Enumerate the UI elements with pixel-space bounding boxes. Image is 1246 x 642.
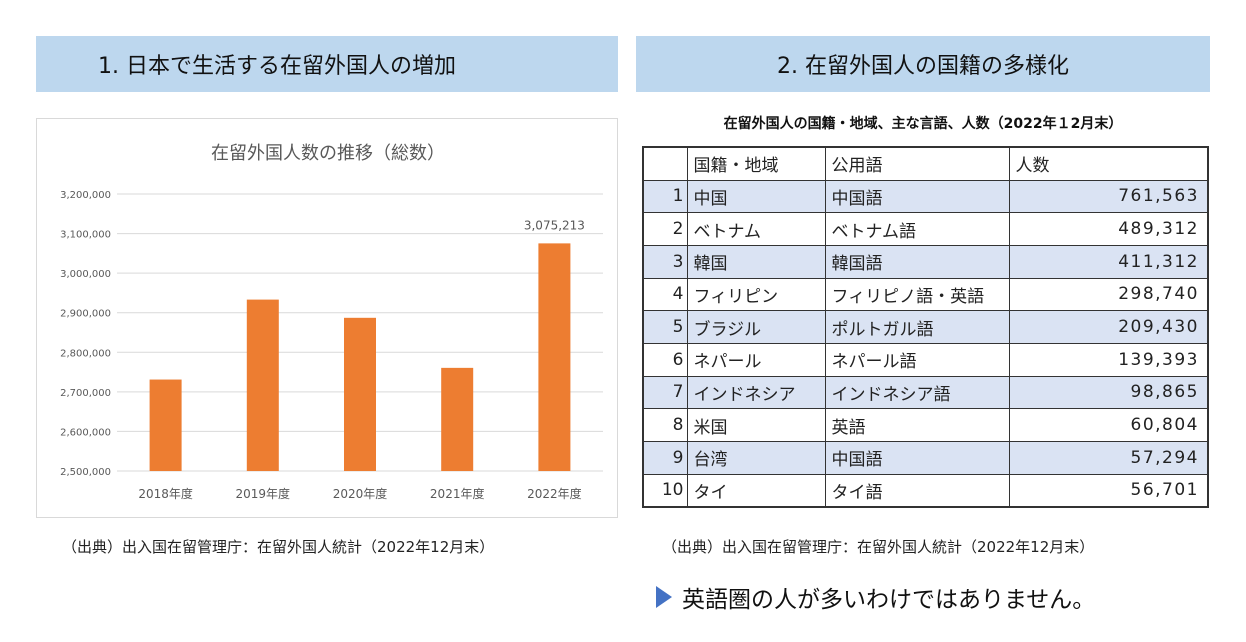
bar <box>441 367 474 471</box>
table-row: 4 フィリピン フィリピノ語・英語 298,740 <box>642 277 1209 312</box>
bar <box>538 243 571 471</box>
table-row: 3 韓国 韓国語 411,312 <box>642 244 1209 279</box>
table-title: 在留外国人の国籍・地域、主な言語、人数（2022年１2月末） <box>723 116 1123 132</box>
x-tick-label: 2021年度 <box>430 486 485 501</box>
x-tick-label: 2022年度 <box>527 486 582 501</box>
row-count: 489,312 <box>1008 212 1209 246</box>
row-count: 411,312 <box>1008 244 1209 279</box>
table-row: 8 米国 英語 60,804 <box>642 408 1209 442</box>
row-language: インドネシア語 <box>824 375 1010 410</box>
row-rank: 10 <box>642 473 688 508</box>
table-row: 5 ブラジル ポルトガル語 209,430 <box>642 310 1209 344</box>
chart-svg: 在留外国人数の推移（総数） 2,500,000 2,600,000 2,700,000… <box>60 143 603 501</box>
header-language: 公用語 <box>824 146 1010 181</box>
row-language: 中国語 <box>824 441 1010 475</box>
y-tick-label: 3,200,000 <box>60 190 111 201</box>
y-tick-label: 2,800,000 <box>60 348 111 359</box>
table-header-row: 国籍・地域 公用語 人数 <box>642 146 1209 181</box>
table-row: 2 ベトナム ベトナム語 489,312 <box>642 212 1209 246</box>
row-language: ネパール語 <box>824 342 1010 377</box>
left-source-note: （出典）出入国在留管理庁：在留外国人統計（2022年12月末） <box>62 538 495 556</box>
row-count: 209,430 <box>1008 310 1209 344</box>
header-count: 人数 <box>1008 146 1209 181</box>
row-country: 中国 <box>686 179 826 214</box>
row-language: ポルトガル語 <box>824 310 1010 344</box>
row-rank: 5 <box>642 310 688 344</box>
row-country: ネパール <box>686 342 826 377</box>
row-country: 米国 <box>686 408 826 442</box>
row-rank: 9 <box>642 441 688 475</box>
header-rank <box>642 146 688 181</box>
row-count: 56,701 <box>1008 473 1209 508</box>
row-count: 761,563 <box>1008 179 1209 214</box>
x-tick-label: 2020年度 <box>333 486 388 501</box>
row-country: 韓国 <box>686 244 826 279</box>
row-rank: 2 <box>642 212 688 246</box>
bar <box>149 379 182 471</box>
row-language: タイ語 <box>824 473 1010 508</box>
row-rank: 3 <box>642 244 688 279</box>
data-label: 3,075,213 <box>524 218 585 232</box>
chart-title: 在留外国人数の推移（総数） <box>211 143 445 164</box>
bar <box>344 317 376 471</box>
row-rank: 6 <box>642 342 688 377</box>
row-country: ベトナム <box>686 212 826 246</box>
bar-chart: 在留外国人数の推移（総数） 2,500,000 2,600,000 2,700,000… <box>36 118 618 518</box>
y-tick-label: 3,100,000 <box>60 230 111 241</box>
row-count: 139,393 <box>1008 342 1209 377</box>
row-rank: 1 <box>642 179 688 214</box>
row-rank: 7 <box>642 375 688 410</box>
row-rank: 8 <box>642 408 688 442</box>
callout-note: 英語圏の人が多いわけではありません。 <box>656 580 1095 614</box>
row-count: 57,294 <box>1008 441 1209 475</box>
bar <box>246 299 279 471</box>
right-section-title: 2. 在留外国人の国籍の多様化 <box>777 54 1069 79</box>
row-country: タイ <box>686 473 826 508</box>
x-tick-label: 2019年度 <box>236 486 291 501</box>
nationality-table: 国籍・地域 公用語 人数 1 中国 中国語 761,563 2 ベトナム ベトナ… <box>642 146 1209 508</box>
row-count: 98,865 <box>1008 375 1209 410</box>
right-section-header: 2. 在留外国人の国籍の多様化 <box>636 36 1210 92</box>
x-tick-label: 2018年度 <box>138 486 193 501</box>
row-country: 台湾 <box>686 441 826 475</box>
row-language: 中国語 <box>824 179 1010 214</box>
table-row: 7 インドネシア インドネシア語 98,865 <box>642 375 1209 410</box>
row-language: フィリピノ語・英語 <box>824 277 1010 312</box>
y-tick-label: 2,600,000 <box>60 427 111 438</box>
row-language: 韓国語 <box>824 244 1010 279</box>
row-rank: 4 <box>642 277 688 312</box>
y-tick-label: 2,900,000 <box>60 309 111 320</box>
table-row: 9 台湾 中国語 57,294 <box>642 441 1209 475</box>
y-tick-label: 2,500,000 <box>60 467 111 478</box>
table-row: 10 タイ タイ語 56,701 <box>642 473 1209 508</box>
y-tick-label: 3,000,000 <box>60 269 111 280</box>
row-country: フィリピン <box>686 277 826 312</box>
row-count: 60,804 <box>1008 408 1209 442</box>
y-tick-label: 2,700,000 <box>60 388 111 399</box>
callout-text: 英語圏の人が多いわけではありません。 <box>682 587 1096 613</box>
right-source-note: （出典）出入国在留管理庁：在留外国人統計（2022年12月末） <box>662 538 1095 556</box>
row-country: ブラジル <box>686 310 826 344</box>
table-row: 1 中国 中国語 761,563 <box>642 179 1209 214</box>
row-country: インドネシア <box>686 375 826 410</box>
triangle-marker-icon <box>656 586 672 608</box>
row-count: 298,740 <box>1008 277 1209 312</box>
row-language: 英語 <box>824 408 1010 442</box>
left-section-header: 1. 日本で生活する在留外国人の増加 <box>36 36 618 92</box>
row-language: ベトナム語 <box>824 212 1010 246</box>
header-country: 国籍・地域 <box>686 146 826 181</box>
table-row: 6 ネパール ネパール語 139,393 <box>642 342 1209 377</box>
left-section-title: 1. 日本で生活する在留外国人の増加 <box>98 54 456 79</box>
